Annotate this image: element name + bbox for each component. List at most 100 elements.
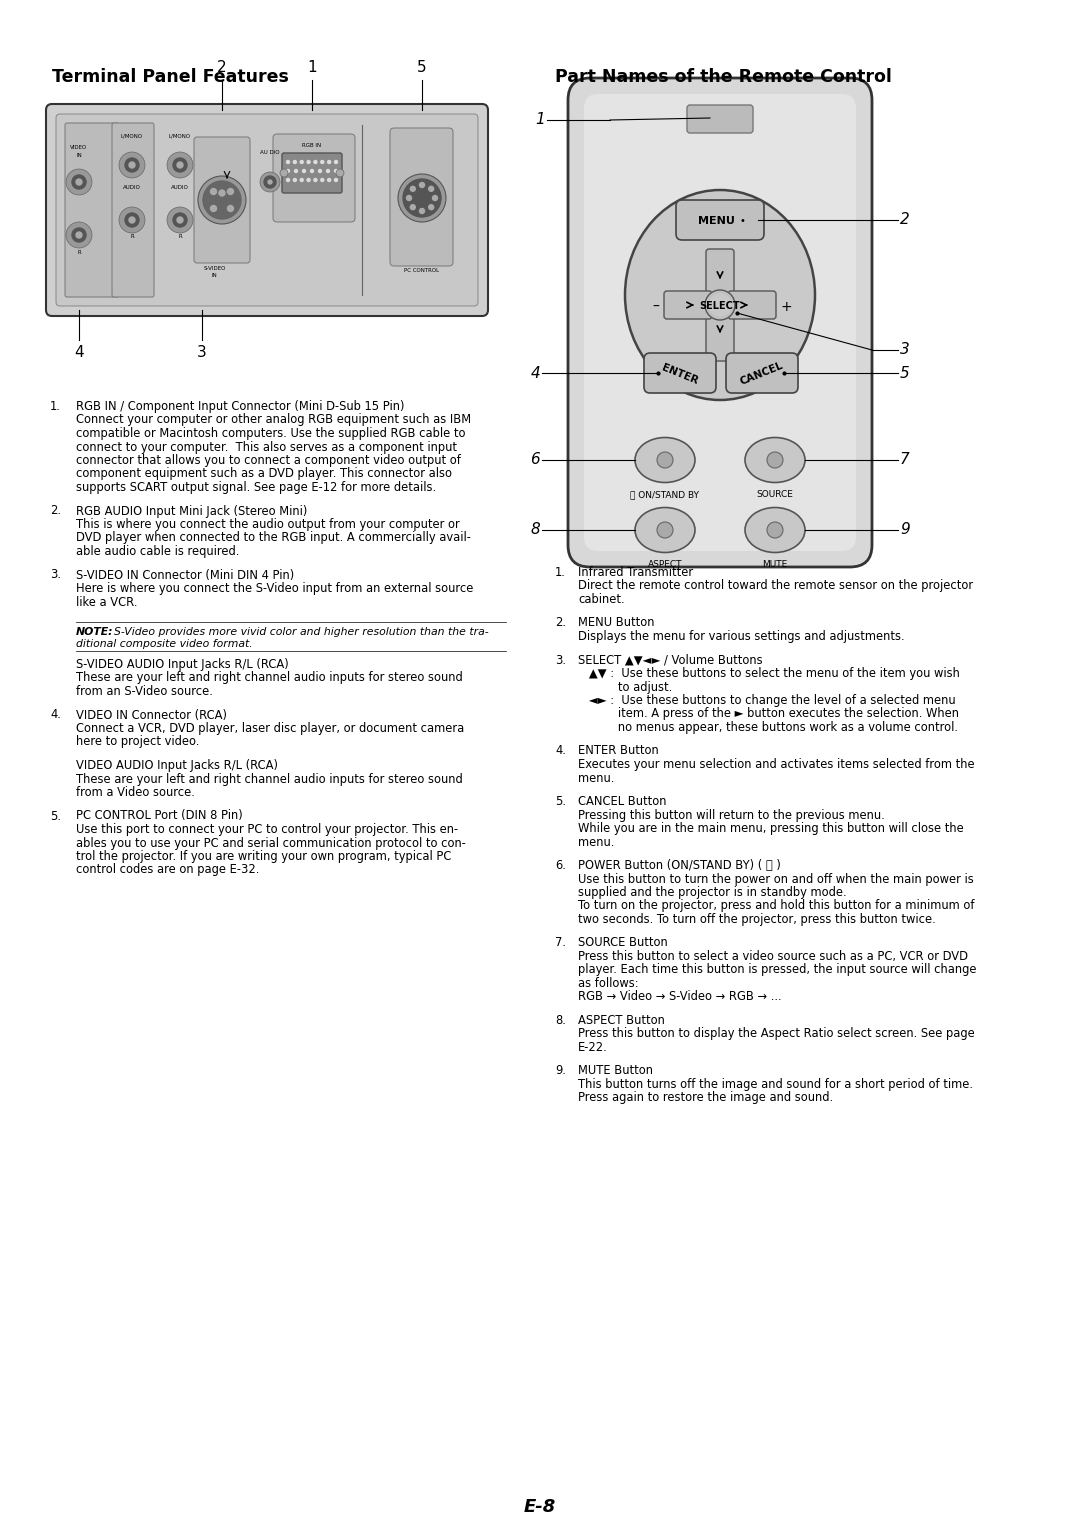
Text: PC CONTROL: PC CONTROL [404, 269, 440, 273]
Text: Use this port to connect your PC to control your projector. This en-: Use this port to connect your PC to cont… [76, 823, 458, 836]
Text: 3: 3 [900, 342, 909, 357]
Text: E-8: E-8 [524, 1499, 556, 1515]
Text: NOTE:: NOTE: [76, 627, 113, 636]
Text: Terminal Panel Features: Terminal Panel Features [52, 69, 288, 85]
Text: 5: 5 [900, 366, 909, 380]
Circle shape [211, 206, 216, 212]
Circle shape [295, 169, 297, 172]
Text: 7.: 7. [555, 937, 566, 949]
FancyBboxPatch shape [194, 137, 249, 262]
Text: supplied and the projector is in standby mode.: supplied and the projector is in standby… [578, 887, 847, 899]
Circle shape [211, 189, 216, 194]
Circle shape [403, 179, 441, 217]
Text: VIDEO IN Connector (RCA): VIDEO IN Connector (RCA) [76, 708, 227, 722]
FancyBboxPatch shape [568, 78, 872, 568]
Text: menu.: menu. [578, 772, 615, 784]
FancyBboxPatch shape [282, 153, 342, 192]
Text: 3: 3 [198, 345, 207, 360]
FancyBboxPatch shape [664, 291, 712, 319]
Circle shape [429, 204, 434, 209]
Text: •: • [739, 217, 745, 226]
Text: connect to your computer.  This also serves as a component input: connect to your computer. This also serv… [76, 441, 457, 453]
Text: item. A press of the ► button executes the selection. When: item. A press of the ► button executes t… [578, 708, 959, 720]
Circle shape [286, 160, 289, 163]
Circle shape [119, 153, 145, 179]
Circle shape [280, 169, 288, 177]
Text: 2.: 2. [50, 505, 60, 517]
Text: MENU Button: MENU Button [578, 617, 654, 630]
Circle shape [177, 217, 183, 223]
Ellipse shape [745, 438, 805, 482]
FancyBboxPatch shape [56, 114, 478, 307]
Text: 4: 4 [530, 366, 540, 380]
Circle shape [419, 183, 424, 188]
Text: CANCEL: CANCEL [739, 360, 785, 388]
Text: Part Names of the Remote Control: Part Names of the Remote Control [555, 69, 892, 85]
Circle shape [410, 186, 416, 191]
Ellipse shape [625, 191, 815, 400]
Ellipse shape [745, 508, 805, 552]
Text: ▲▼ :  Use these buttons to select the menu of the item you wish: ▲▼ : Use these buttons to select the men… [578, 667, 960, 681]
Circle shape [173, 159, 187, 172]
Circle shape [406, 195, 411, 200]
Text: ditional composite video format.: ditional composite video format. [76, 639, 253, 649]
Circle shape [767, 522, 783, 539]
Text: IN: IN [212, 273, 218, 278]
Circle shape [66, 221, 92, 249]
Text: VIDEO AUDIO Input Jacks R/L (RCA): VIDEO AUDIO Input Jacks R/L (RCA) [76, 758, 278, 772]
Text: S-Video provides more vivid color and higher resolution than the tra-: S-Video provides more vivid color and hi… [114, 627, 488, 636]
Circle shape [228, 189, 233, 194]
Text: This button turns off the image and sound for a short period of time.: This button turns off the image and soun… [578, 1077, 973, 1091]
Text: These are your left and right channel audio inputs for stereo sound: These are your left and right channel au… [76, 671, 462, 685]
Text: 5.: 5. [50, 809, 60, 823]
Text: here to project video.: here to project video. [76, 736, 200, 748]
Text: supports SCART output signal. See page E-12 for more details.: supports SCART output signal. See page E… [76, 481, 436, 494]
Text: While you are in the main menu, pressing this button will close the: While you are in the main menu, pressing… [578, 823, 963, 835]
Circle shape [219, 191, 225, 195]
Circle shape [335, 179, 337, 182]
Text: trol the projector. If you are writing your own program, typical PC: trol the projector. If you are writing y… [76, 850, 451, 864]
FancyBboxPatch shape [726, 353, 798, 394]
Text: Connect a VCR, DVD player, laser disc player, or document camera: Connect a VCR, DVD player, laser disc pl… [76, 722, 464, 736]
Text: –: – [652, 301, 659, 314]
Circle shape [410, 204, 416, 209]
Circle shape [300, 160, 303, 163]
Circle shape [286, 179, 289, 182]
Circle shape [311, 169, 313, 172]
Text: Displays the menu for various settings and adjustments.: Displays the menu for various settings a… [578, 630, 905, 642]
Circle shape [125, 214, 139, 227]
Text: RGB IN: RGB IN [302, 143, 322, 148]
Circle shape [76, 232, 82, 238]
Text: R: R [130, 233, 134, 240]
Text: compatible or Macintosh computers. Use the supplied RGB cable to: compatible or Macintosh computers. Use t… [76, 427, 465, 439]
FancyBboxPatch shape [65, 124, 119, 298]
Text: ASPECT Button: ASPECT Button [578, 1013, 665, 1027]
Text: like a VCR.: like a VCR. [76, 595, 137, 609]
Text: ASPECT: ASPECT [648, 560, 683, 569]
Circle shape [429, 186, 434, 191]
Text: L/MONO: L/MONO [121, 134, 143, 139]
Text: PC CONTROL Port (DIN 8 Pin): PC CONTROL Port (DIN 8 Pin) [76, 809, 243, 823]
Circle shape [307, 179, 310, 182]
Circle shape [708, 295, 731, 316]
Text: ⏻ ON/STAND BY: ⏻ ON/STAND BY [631, 490, 700, 499]
Text: RGB AUDIO Input Mini Jack (Stereo Mini): RGB AUDIO Input Mini Jack (Stereo Mini) [76, 505, 308, 517]
Circle shape [657, 522, 673, 539]
Circle shape [327, 179, 330, 182]
FancyBboxPatch shape [46, 104, 488, 316]
Circle shape [326, 169, 329, 172]
Text: ENTER Button: ENTER Button [578, 745, 659, 757]
Circle shape [125, 159, 139, 172]
Text: 6: 6 [530, 453, 540, 467]
Text: connector that allows you to connect a component video output of: connector that allows you to connect a c… [76, 455, 461, 467]
Text: AUDIO: AUDIO [171, 185, 189, 191]
Text: 1.: 1. [50, 400, 60, 414]
Text: 3.: 3. [555, 653, 566, 667]
Circle shape [335, 169, 337, 172]
Text: Press this button to display the Aspect Ratio select screen. See page: Press this button to display the Aspect … [578, 1027, 975, 1041]
Text: SELECT ▲▼◄► / Volume Buttons: SELECT ▲▼◄► / Volume Buttons [578, 653, 762, 667]
Circle shape [300, 179, 303, 182]
Text: AU DIO: AU DIO [260, 150, 280, 156]
Circle shape [294, 160, 296, 163]
Text: 1: 1 [307, 60, 316, 75]
